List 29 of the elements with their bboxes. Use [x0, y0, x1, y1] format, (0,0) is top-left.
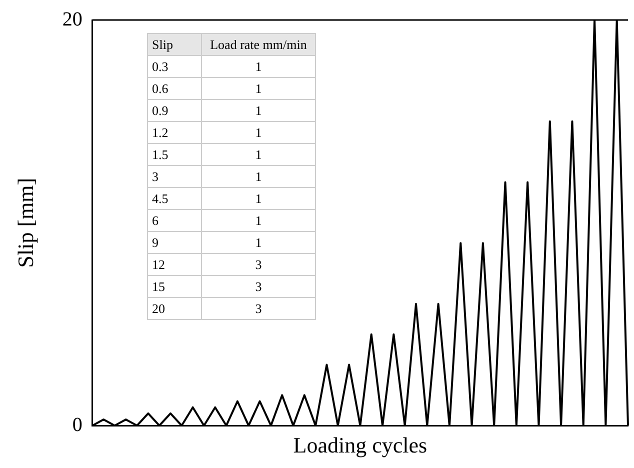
annotation: 3	[148, 166, 202, 188]
annotation: 3	[202, 254, 316, 276]
annotation: 20	[148, 298, 202, 320]
annotation: 4.5	[148, 188, 202, 210]
annotation: 6	[148, 210, 202, 232]
annotation: 1.2	[148, 122, 202, 144]
annotation: 9	[148, 232, 202, 254]
annotation: 1	[202, 210, 316, 232]
annotation: 3	[202, 276, 316, 298]
annotation: 1	[202, 166, 316, 188]
annotation: 1	[202, 188, 316, 210]
annotation: 15	[148, 276, 202, 298]
y-tick-label: 0	[72, 414, 82, 436]
annotation: Slip	[148, 34, 202, 56]
y-axis-title: Slip [mm]	[12, 178, 38, 268]
annotation: 1.5	[148, 144, 202, 166]
x-axis-title: Loading cycles	[293, 432, 428, 458]
annotation: Load rate mm/min	[202, 34, 316, 56]
annotation: 0.3	[148, 56, 202, 78]
annotation: 1	[202, 78, 316, 100]
annotation: 0.9	[148, 100, 202, 122]
annotation: 3	[202, 298, 316, 320]
annotation: 1	[202, 144, 316, 166]
annotation: 12	[148, 254, 202, 276]
annotation: 1	[202, 122, 316, 144]
annotation: 1	[202, 232, 316, 254]
annotation: 1	[202, 100, 316, 122]
annotation: 0.6	[148, 78, 202, 100]
annotation: 1	[202, 56, 316, 78]
